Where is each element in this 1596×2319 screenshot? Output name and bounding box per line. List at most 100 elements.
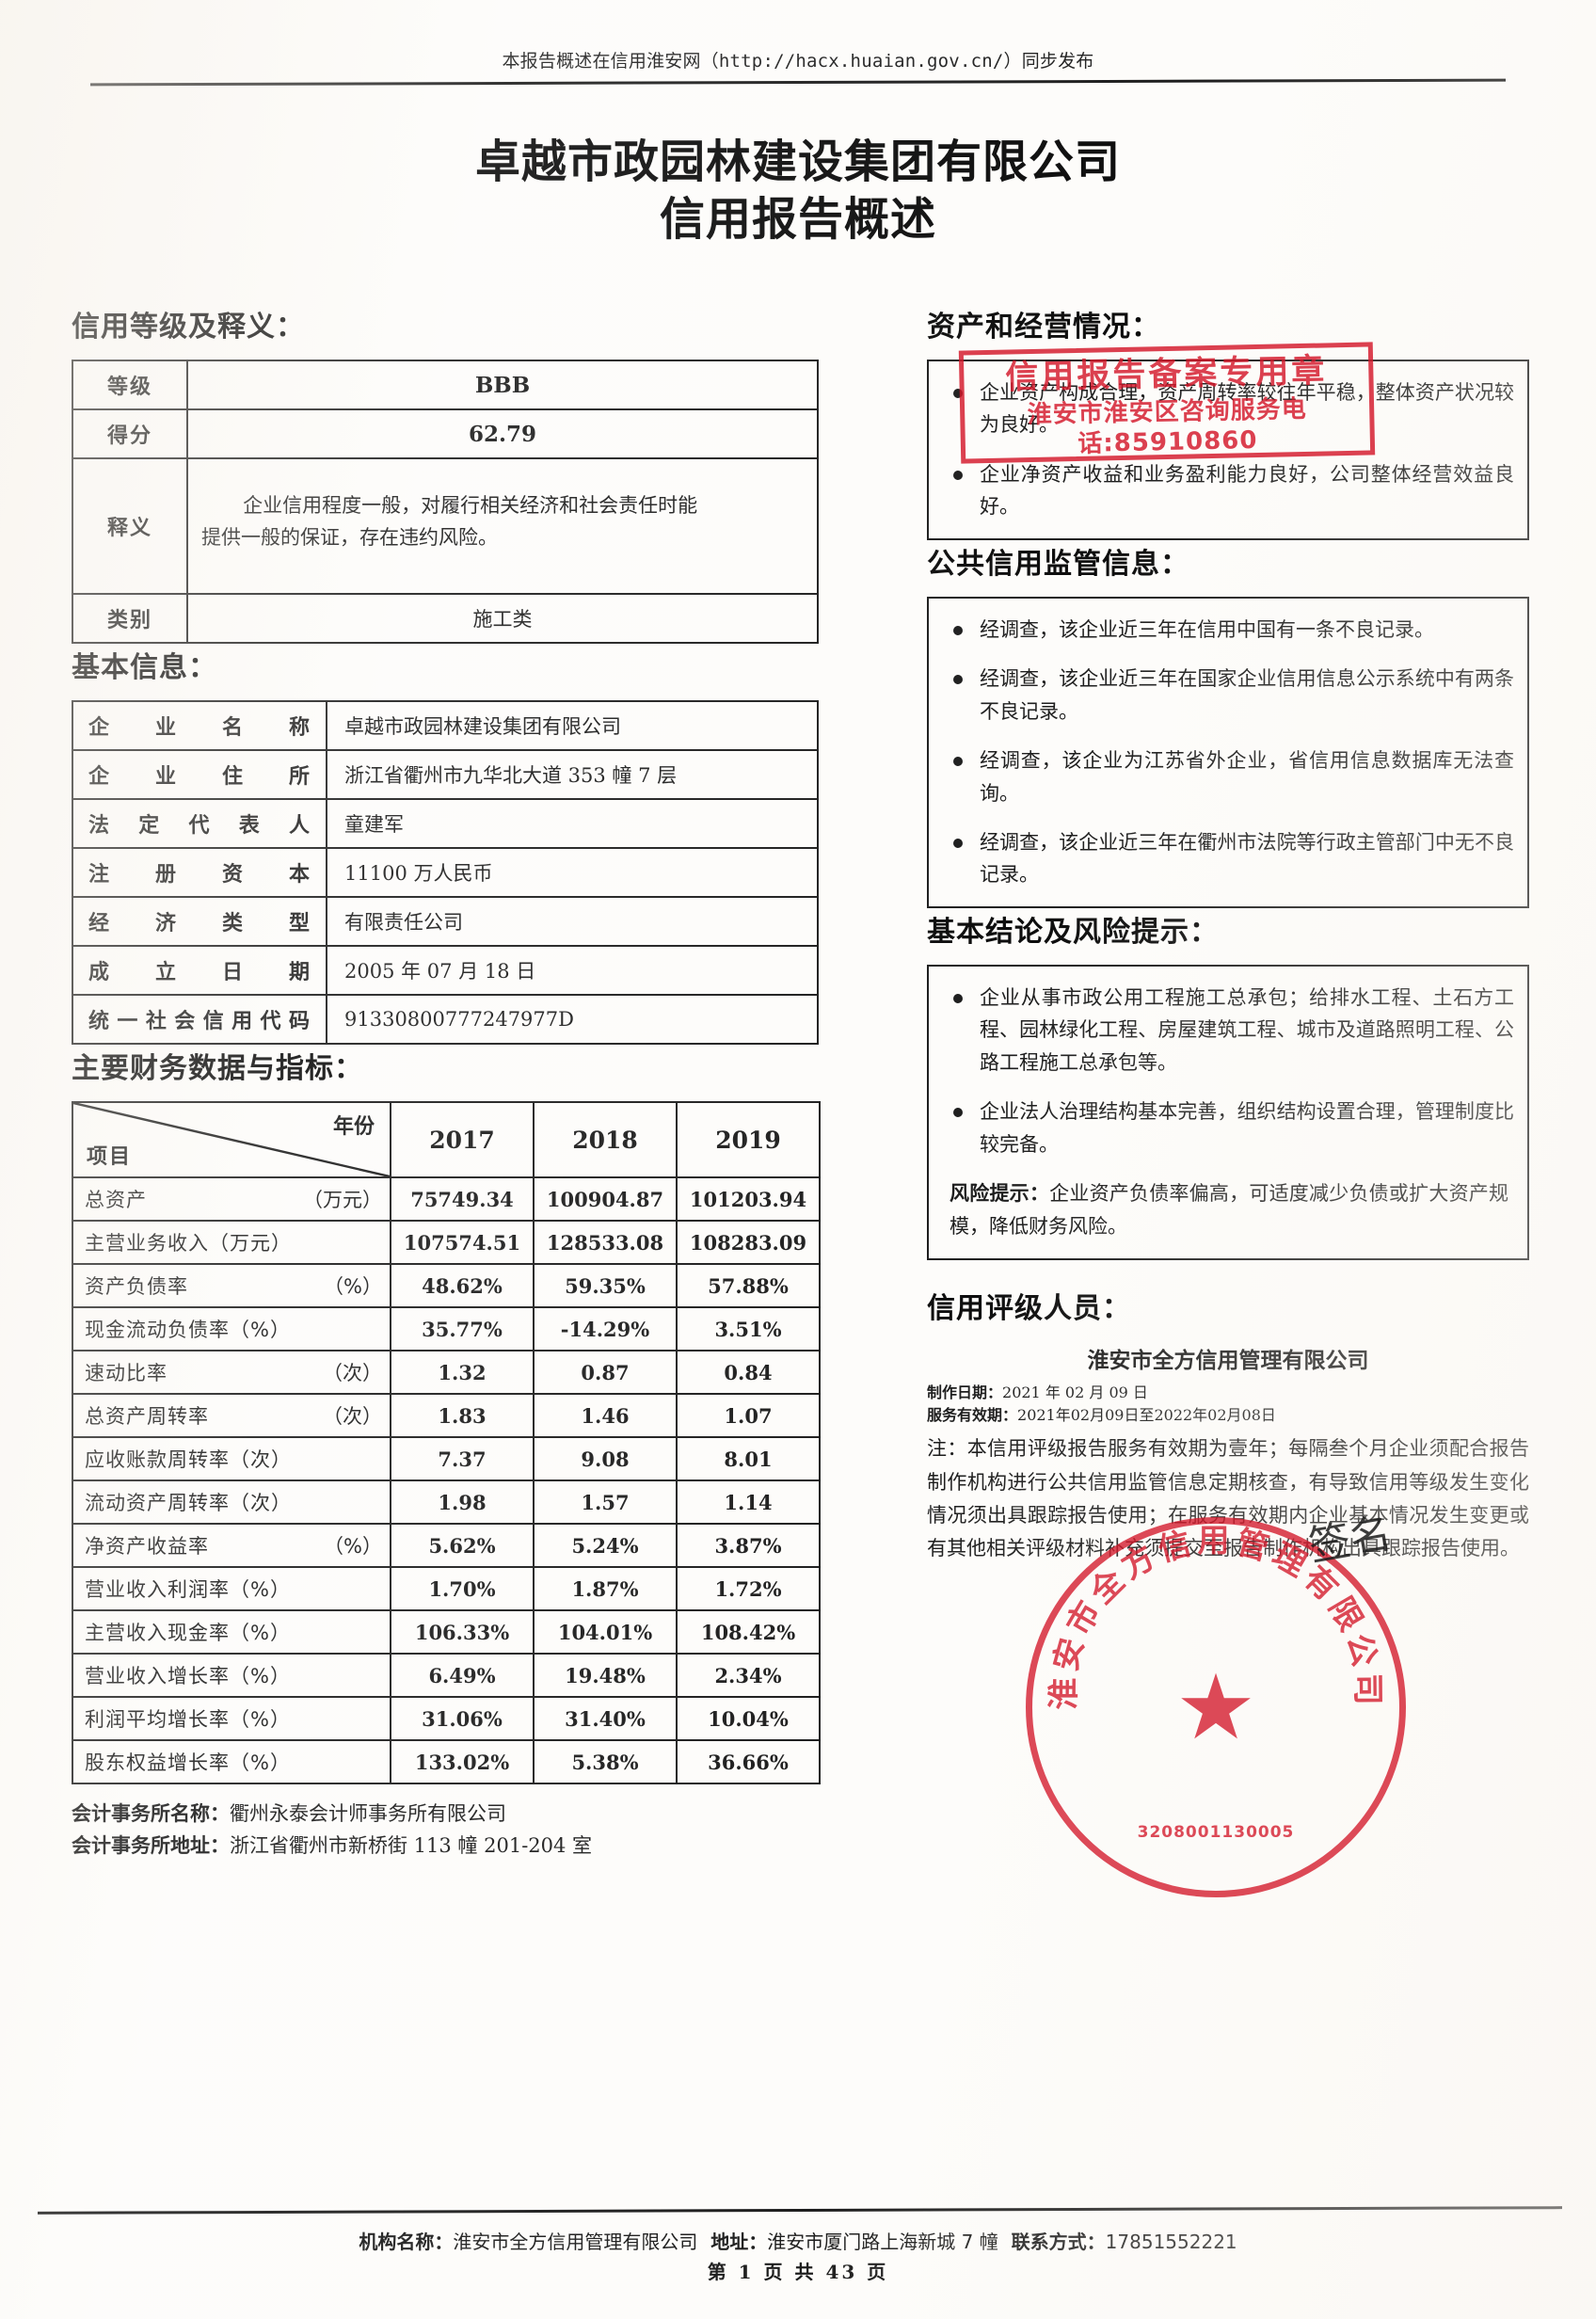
table-row: 等级 BBB <box>72 360 819 410</box>
fin-row-name: 净资产收益率 <box>85 1535 209 1558</box>
footer-org-label: 机构名称： <box>359 2231 454 2253</box>
fin-value: 1.07 <box>676 1393 821 1438</box>
accounting-firm-name-value: 衢州永泰会计师事务所有限公司 <box>230 1802 506 1825</box>
table-row: 主营收入现金率（%） 106.33% 104.01% 108.42% <box>72 1609 821 1655</box>
corner-year-label: 年份 <box>332 1115 375 1139</box>
fin-value: 1.83 <box>390 1393 535 1438</box>
round-stamp-arc-text: 淮安市全方信用管理有限公司 <box>1045 1524 1381 1710</box>
table-header-row: 年份 项目 2017 2018 2019 <box>72 1101 821 1178</box>
public-credit-box: 经调查，该企业近三年在信用中国有一条不良记录。 经调查，该企业近三年在国家企业信… <box>927 596 1529 908</box>
fin-label-total-assets: 总资产 （万元） <box>72 1176 391 1222</box>
rating-definition-value: 企业信用程度一般，对履行相关经济和社会责任时能 提供一般的保证，存在违约风险。 <box>186 457 819 595</box>
risk-note-label: 风险提示： <box>950 1182 1050 1205</box>
table-row: 经济类型 有限责任公司 <box>72 896 819 947</box>
assets-operations-list: 企业资产构成合理，资产周转率较往年平稳，整体资产状况较为良好。 企业净资产收益和… <box>938 376 1514 523</box>
fin-row-name: 股东权益增长率（%） <box>85 1751 291 1774</box>
conclusion-list: 企业从事市政公用工程施工总承包；给排水工程、土石方工程、园林绿化工程、房屋建筑工… <box>938 982 1514 1160</box>
fin-row-unit: （%） <box>324 1535 382 1558</box>
fin-row-name: 总资产周转率 <box>85 1405 209 1428</box>
signer-block: 信用评级人员： 淮安市全方信用管理有限公司 制作日期：2021 年 02 月 0… <box>927 1285 1529 1566</box>
list-item: 企业从事市政公用工程施工总承包；给排水工程、土石方工程、园林绿化工程、房屋建筑工… <box>938 982 1514 1079</box>
fin-row-name: 应收账款周转率（次） <box>85 1448 292 1471</box>
year-header-2019: 2019 <box>676 1101 821 1178</box>
list-item: 经调查，该企业近三年在国家企业信用信息公示系统中有两条不良记录。 <box>938 663 1514 728</box>
right-column: 资产和经营情况： 企业资产构成合理，资产周转率较往年平稳，整体资产状况较为良好。… <box>927 303 1529 1565</box>
fin-row-name: 总资产 <box>85 1189 147 1211</box>
title-company: 卓越市政园林建设集团有限公司 <box>474 136 1121 188</box>
table-row: 总资产周转率 （次） 1.83 1.46 1.07 <box>72 1393 821 1438</box>
list-item: 企业法人治理结构基本完善，组织结构设置合理，管理制度比较完备。 <box>938 1096 1514 1160</box>
fin-value: 57.88% <box>676 1263 821 1308</box>
basic-label-econ-type: 经济类型 <box>72 896 327 947</box>
fin-value: 1.32 <box>390 1350 535 1395</box>
table-row: 流动资产周转率（次） 1.98 1.57 1.14 <box>72 1479 821 1525</box>
rating-score-label: 得分 <box>72 408 188 459</box>
fin-value: 104.01% <box>533 1609 678 1655</box>
rating-grade-label: 等级 <box>72 360 188 410</box>
fin-value: 35.77% <box>390 1306 535 1351</box>
page-number: 第 1 页 共 43 页 <box>707 2261 889 2283</box>
fin-row-name: 主营业务收入（万元） <box>85 1232 292 1255</box>
basic-label-capital: 注册资本 <box>72 847 327 898</box>
basic-label-found-date: 成立日期 <box>72 945 327 996</box>
table-row: 企业住所 浙江省衢州市九华北大道 353 幢 7 层 <box>72 749 819 800</box>
fin-value: 3.87% <box>676 1523 821 1568</box>
rating-score-value: 62.79 <box>186 408 819 459</box>
fin-label-debt-ratio: 资产负债率 （%） <box>72 1263 391 1308</box>
basic-value-found-date: 2005 年 07 月 18 日 <box>326 945 819 996</box>
fin-value: 101203.94 <box>676 1176 821 1222</box>
fin-row-name: 现金流动负债率（%） <box>85 1319 291 1341</box>
basic-label-company-name: 企业名称 <box>72 700 327 751</box>
assets-operations-heading: 资产和经营情况： <box>927 311 1160 344</box>
table-row: 利润平均增长率（%） 31.06% 31.40% 10.04% <box>72 1696 821 1741</box>
table-row: 统一社会信用代码 91330800777247977D <box>72 994 819 1045</box>
table-row: 股东权益增长率（%） 133.02% 5.38% 36.66% <box>72 1739 821 1784</box>
fin-value: 19.48% <box>533 1653 678 1698</box>
fin-label-profit-growth: 利润平均增长率（%） <box>72 1696 391 1741</box>
fin-label-roe: 净资产收益率 （%） <box>72 1523 391 1568</box>
star-icon: ★ <box>1174 1655 1257 1760</box>
fin-value: 3.51% <box>676 1306 821 1351</box>
page-footer: 机构名称：淮安市全方信用管理有限公司 地址：淮安市厦门路上海新城 7 幢 联系方… <box>0 2227 1596 2287</box>
make-date-label: 制作日期： <box>927 1383 1003 1402</box>
footer-divider <box>37 2206 1563 2215</box>
financials-table: 年份 项目 2017 2018 2019 总资产 （万元） 75749.34 10… <box>72 1101 821 1784</box>
table-row: 总资产 （万元） 75749.34 100904.87 101203.94 <box>72 1176 821 1222</box>
fin-value: 1.57 <box>533 1479 678 1525</box>
fin-value: 10.04% <box>676 1696 821 1741</box>
fin-label-revenue-growth: 营业收入增长率（%） <box>72 1653 391 1698</box>
fin-row-name: 利润平均增长率（%） <box>85 1708 291 1731</box>
fin-value: 1.72% <box>676 1566 821 1611</box>
list-item: 企业净资产收益和业务盈利能力良好，公司整体经营效益良好。 <box>938 458 1514 523</box>
fin-value: 5.62% <box>390 1523 535 1568</box>
table-row: 企业名称 卓越市政园林建设集团有限公司 <box>72 700 819 751</box>
title-subject: 信用报告概述 <box>659 193 936 247</box>
fin-value: 31.40% <box>533 1696 678 1741</box>
signer-heading: 信用评级人员： <box>927 1291 1131 1325</box>
table-row: 应收账款周转率（次） 7.37 9.08 8.01 <box>72 1436 821 1481</box>
table-row: 速动比率 （次） 1.32 0.87 0.84 <box>72 1350 821 1395</box>
make-date-value: 2021 年 02 月 09 日 <box>1002 1383 1148 1402</box>
left-column: 信用等级及释义： 等级 BBB 得分 62.79 释义 企业信用程度一般，对履行… <box>72 303 821 1862</box>
rating-category-label: 类别 <box>72 593 188 644</box>
table-row: 营业收入利润率（%） 1.70% 1.87% 1.72% <box>72 1566 821 1611</box>
basic-info-heading: 基本信息： <box>72 651 217 684</box>
year-header-2018: 2018 <box>533 1101 678 1178</box>
fin-value: 128533.08 <box>533 1220 678 1265</box>
fin-row-name: 流动资产周转率（次） <box>85 1492 292 1514</box>
accounting-firm-address-line: 会计事务所地址：浙江省衢州市新桥街 113 幢 201-204 室 <box>72 1830 819 1862</box>
fin-value: 100904.87 <box>533 1176 678 1222</box>
make-date-line: 制作日期：2021 年 02 月 09 日 <box>927 1380 1529 1402</box>
public-credit-heading: 公共信用监管信息： <box>927 547 1189 581</box>
definition-line-2: 提供一般的保证，存在违约风险。 <box>201 526 498 549</box>
fin-row-name: 速动比率 <box>85 1362 168 1384</box>
fin-value: 1.98 <box>390 1479 535 1525</box>
corner-item-label: 项目 <box>87 1145 133 1169</box>
table-row: 类别 施工类 <box>72 593 819 644</box>
fin-label-quick-ratio: 速动比率 （次） <box>72 1350 391 1395</box>
fin-value: 5.24% <box>533 1523 678 1568</box>
basic-label-credit-code: 统一社会信用代码 <box>72 994 327 1045</box>
fin-row-unit: （次） <box>323 1362 382 1384</box>
risk-note: 风险提示：企业资产负债率偏高，可适度减少负债或扩大资产规模，降低财务风险。 <box>938 1177 1514 1243</box>
